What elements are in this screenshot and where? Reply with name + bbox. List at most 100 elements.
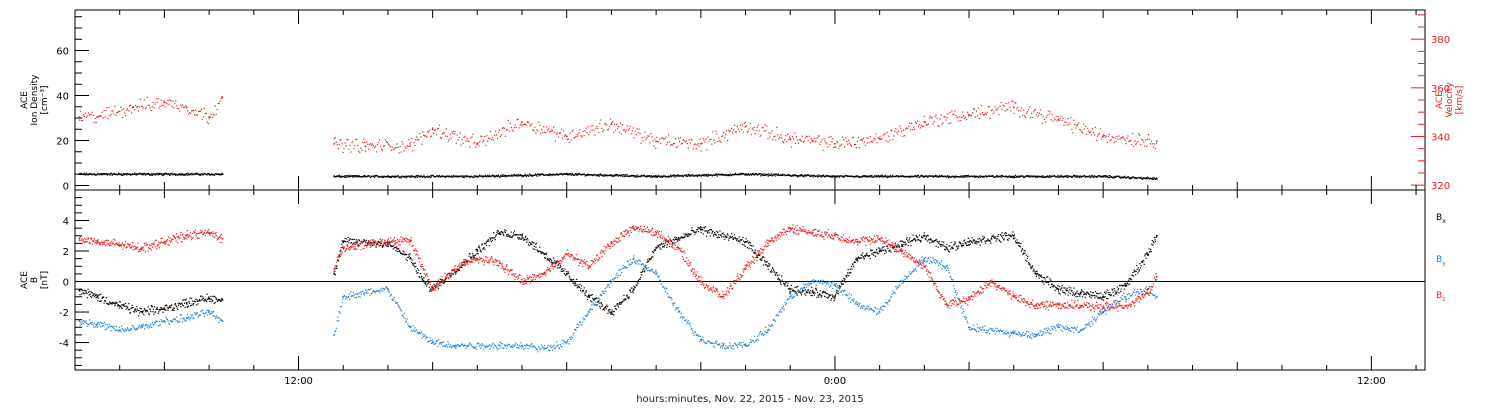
scatter-dot	[722, 232, 724, 234]
scatter-dot	[1046, 281, 1048, 283]
panel2-frame	[74, 189, 1426, 371]
scatter-dot	[661, 176, 664, 178]
scatter-dot	[817, 294, 819, 296]
scatter-dot	[116, 112, 118, 114]
scatter-dot	[646, 176, 648, 178]
scatter-dot	[613, 123, 616, 125]
scatter-dot	[852, 136, 855, 139]
scatter-dot	[690, 233, 692, 235]
scatter-dot	[689, 175, 691, 177]
scatter-dot	[965, 175, 967, 177]
scatter-dot	[831, 175, 833, 177]
scatter-dot	[888, 135, 890, 137]
scatter-dot	[121, 109, 123, 111]
data-point	[96, 295, 99, 298]
scatter-dot	[868, 142, 870, 144]
scatter-dot	[990, 237, 992, 239]
scatter-dot	[904, 244, 907, 246]
scatter-dot	[808, 135, 810, 137]
scatter-dot	[131, 328, 133, 330]
scatter-dot	[1058, 285, 1061, 288]
scatter-dot	[151, 305, 154, 307]
scatter-dot	[648, 135, 650, 137]
scatter-dot	[535, 246, 537, 248]
scatter-dot	[1017, 242, 1019, 244]
scatter-dot	[1113, 295, 1115, 297]
scatter-dot	[153, 313, 155, 315]
scatter-dot	[1066, 176, 1068, 178]
scatter-dot	[796, 286, 798, 288]
scatter-dot	[98, 295, 100, 297]
scatter-dot	[538, 175, 540, 177]
scatter-dot	[182, 305, 185, 307]
scatter-dot	[977, 238, 979, 240]
scatter-dot	[404, 253, 406, 255]
scatter-dot	[341, 240, 343, 242]
scatter-dot	[104, 299, 106, 302]
scatter-dot	[696, 229, 699, 231]
scatter-dot	[843, 176, 845, 178]
scatter-dot	[1143, 263, 1145, 265]
scatter-dot	[945, 119, 947, 121]
scatter-dot	[889, 139, 891, 142]
scatter-dot	[579, 173, 581, 175]
scatter-dot	[91, 323, 93, 325]
scatter-dot	[699, 138, 701, 140]
scatter-dot	[217, 300, 219, 302]
scatter-dot	[1148, 248, 1150, 250]
scatter-dot	[419, 176, 421, 178]
scatter-dot	[759, 258, 761, 261]
scatter-dot	[185, 298, 187, 300]
scatter-dot	[1014, 237, 1016, 239]
scatter-dot	[114, 329, 116, 331]
scatter-dot	[783, 283, 785, 285]
scatter-dot	[834, 146, 836, 148]
scatter-dot	[382, 176, 384, 179]
scatter-dot	[220, 97, 222, 100]
scatter-dot	[781, 174, 783, 177]
scatter-dot	[1068, 123, 1070, 126]
scatter-dot	[1042, 276, 1045, 279]
scatter-dot	[904, 241, 906, 243]
scatter-dot	[674, 236, 676, 238]
scatter-dot	[571, 278, 573, 281]
scatter-dot	[718, 234, 720, 236]
scatter-dot	[762, 126, 764, 128]
scatter-dot	[163, 308, 165, 310]
scatter-dot	[1086, 291, 1088, 293]
scatter-dot	[468, 176, 471, 178]
scatter-dot	[794, 142, 797, 145]
scatter-dot	[997, 176, 999, 178]
scatter-dot	[800, 292, 802, 294]
velocity-axis-title-line: ACE	[1435, 91, 1445, 109]
scatter-dot	[641, 174, 643, 176]
scatter-dot	[99, 321, 101, 323]
scatter-dot	[975, 110, 978, 112]
scatter-dot	[943, 245, 945, 248]
scatter-dot	[174, 174, 177, 176]
scatter-dot	[812, 175, 814, 177]
scatter-dot	[1007, 177, 1009, 179]
scatter-dot	[624, 299, 627, 301]
scatter-dot	[935, 176, 937, 178]
scatter-dot	[403, 150, 405, 152]
scatter-dot	[599, 307, 601, 309]
scatter-dot	[127, 328, 129, 330]
scatter-dot	[97, 300, 99, 302]
scatter-dot	[733, 234, 736, 236]
scatter-dot	[897, 133, 899, 135]
scatter-dot	[546, 259, 548, 261]
scatter-dot	[638, 128, 640, 130]
scatter-dot	[760, 258, 762, 260]
scatter-dot	[188, 316, 190, 318]
scatter-dot	[864, 256, 866, 258]
scatter-dot	[680, 175, 682, 177]
scatter-dot	[399, 251, 401, 253]
scatter-dot	[1062, 175, 1064, 177]
scatter-dot	[919, 239, 921, 242]
scatter-dot	[944, 116, 946, 118]
scatter-dot	[1000, 101, 1002, 104]
scatter-dot	[1046, 114, 1048, 116]
scatter-dot	[669, 141, 671, 143]
scatter-dot	[581, 136, 583, 138]
